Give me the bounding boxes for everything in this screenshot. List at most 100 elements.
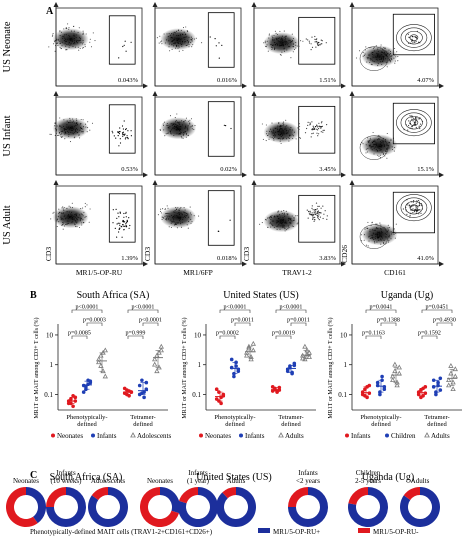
event-dot xyxy=(418,125,420,127)
event-dot xyxy=(76,216,78,218)
event-dot xyxy=(373,54,375,56)
event-dot xyxy=(64,34,66,36)
event-dot xyxy=(380,229,382,231)
event-dot xyxy=(292,137,294,140)
event-dot xyxy=(412,42,414,44)
event-dot xyxy=(371,58,373,60)
event-dot xyxy=(380,46,382,48)
row-label: US Neonate xyxy=(2,21,13,72)
event-dot xyxy=(69,127,71,129)
panel-letter-a: A xyxy=(46,6,54,17)
event-dot xyxy=(82,119,84,121)
event-dot xyxy=(380,57,383,59)
event-dot xyxy=(183,207,185,209)
event-dot xyxy=(377,228,379,230)
event-dot xyxy=(186,36,188,38)
data-point xyxy=(392,361,398,367)
event-dot xyxy=(63,222,65,224)
event-dot xyxy=(173,128,175,130)
legend-marker xyxy=(91,433,95,438)
event-dot xyxy=(181,40,184,43)
data-point xyxy=(423,391,428,396)
event-dot xyxy=(291,33,293,35)
gate-box xyxy=(392,102,435,145)
event-dot xyxy=(362,143,364,145)
event-dot xyxy=(68,42,70,44)
event-dot xyxy=(182,216,184,218)
event-dot xyxy=(281,136,283,138)
data-point xyxy=(158,347,164,353)
event-dot xyxy=(122,220,124,222)
event-dot xyxy=(84,202,86,204)
event-dot xyxy=(119,224,121,226)
event-dot xyxy=(310,43,312,45)
event-dot xyxy=(71,216,74,219)
event-dot xyxy=(407,33,409,35)
event-dot xyxy=(170,36,172,38)
data-point xyxy=(300,355,306,361)
event-dot xyxy=(388,234,390,236)
event-dot xyxy=(282,122,284,124)
event-dot xyxy=(313,211,315,213)
event-dot xyxy=(62,228,64,230)
country-title: South Africa (SA) xyxy=(50,472,123,483)
event-dot xyxy=(183,134,185,136)
event-dot xyxy=(283,133,285,135)
event-dot xyxy=(166,124,168,126)
donut-slice-negative xyxy=(91,487,108,500)
x-axis-label: MR1/6FP xyxy=(183,268,213,277)
event-dot xyxy=(288,217,291,219)
event-dot xyxy=(159,35,161,37)
event-dot xyxy=(114,227,116,229)
event-dot xyxy=(181,45,183,47)
event-dot xyxy=(76,41,78,43)
event-dot xyxy=(380,243,382,245)
event-dot xyxy=(367,227,369,229)
event-dot xyxy=(87,121,89,123)
event-dot xyxy=(193,128,195,130)
event-dot xyxy=(326,218,328,220)
event-dot xyxy=(307,217,309,219)
event-dot xyxy=(376,55,379,57)
event-dot xyxy=(180,132,182,134)
event-dot xyxy=(90,46,93,48)
significance-bracket xyxy=(365,335,382,339)
legend-marker xyxy=(424,432,430,438)
event-dot xyxy=(389,50,392,52)
contour-line xyxy=(396,194,432,222)
y-axis-label: MR1T or MAIT among CD3+ T cells (%) xyxy=(33,317,40,418)
event-dot xyxy=(265,140,267,142)
event-dot xyxy=(326,215,328,217)
event-dot xyxy=(61,212,63,214)
data-point xyxy=(142,395,146,400)
contour-line xyxy=(396,24,432,52)
x-axis-arrow xyxy=(143,172,148,178)
event-dot xyxy=(125,137,127,139)
event-dot xyxy=(290,219,292,221)
event-dot xyxy=(272,40,274,42)
event-dot xyxy=(280,40,282,42)
event-dot xyxy=(388,60,390,62)
event-dot xyxy=(77,129,79,131)
gate-box xyxy=(108,193,136,243)
event-dot xyxy=(276,43,278,45)
event-dot xyxy=(412,201,414,203)
event-dot xyxy=(271,122,273,124)
event-dot xyxy=(406,204,408,206)
event-dot xyxy=(71,38,73,40)
y-axis-arrow xyxy=(53,91,59,96)
event-dot xyxy=(74,40,76,42)
event-dot xyxy=(276,39,278,41)
event-dot xyxy=(172,215,174,217)
event-dot xyxy=(64,37,66,39)
event-dot xyxy=(272,38,274,40)
event-dot xyxy=(277,225,279,227)
legend-label: Infants xyxy=(245,432,265,440)
event-dot xyxy=(187,31,189,33)
event-dot xyxy=(299,137,302,139)
event-dot xyxy=(180,223,182,225)
legend-marker xyxy=(51,433,55,438)
event-dot xyxy=(73,218,75,220)
